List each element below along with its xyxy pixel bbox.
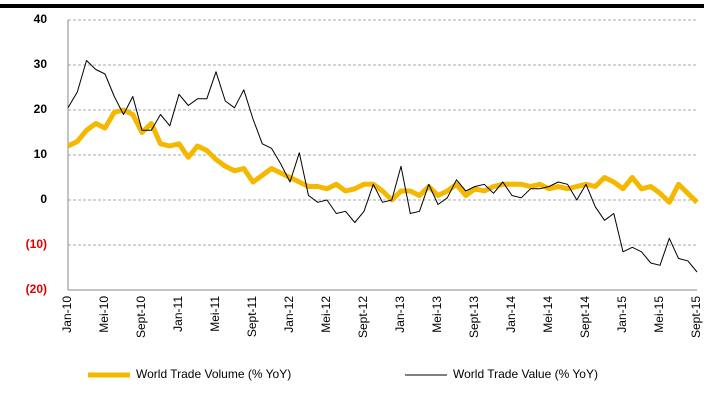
x-tick-label: Mei-12 — [319, 296, 333, 333]
legend-label: World Trade Volume (% YoY) — [136, 367, 291, 381]
legend: World Trade Volume (% YoY) World Trade Va… — [88, 367, 598, 381]
top-rule — [0, 4, 704, 8]
x-tick-label: Jan-12 — [282, 296, 296, 333]
series-line — [67, 60, 698, 273]
series-line — [66, 107, 699, 205]
y-tick-label: 40 — [34, 12, 48, 26]
x-tick-label: Mei-10 — [97, 296, 111, 333]
x-tick-label: Jan-14 — [504, 296, 518, 333]
x-tick-label: Jan-10 — [60, 296, 74, 333]
y-tick-label: (10) — [26, 237, 47, 251]
x-tick-label: Sept-10 — [134, 296, 148, 338]
x-tick-label: Sept-12 — [356, 296, 370, 338]
x-tick-label: Mei-14 — [541, 296, 555, 333]
y-tick-label: 30 — [34, 57, 48, 71]
y-tick-label: (20) — [26, 282, 47, 296]
x-tick-label: Sept-14 — [578, 296, 592, 338]
x-tick-label: Sept-11 — [245, 296, 259, 337]
y-tick-label: 20 — [34, 102, 48, 116]
x-tick-label: Jan-11 — [171, 296, 185, 332]
x-tick-label: Mei-11 — [208, 296, 222, 332]
y-tick-label: 10 — [34, 147, 48, 161]
x-tick-label: Jan-15 — [615, 296, 629, 333]
x-tick-label: Jan-13 — [393, 296, 407, 333]
y-tick-label: 0 — [40, 192, 47, 206]
x-tick-label: Mei-13 — [430, 296, 444, 333]
x-tick-label: Sept-13 — [467, 296, 481, 338]
x-tick-label: Mei-15 — [652, 296, 666, 333]
x-tick-label: Sept-15 — [689, 296, 703, 338]
legend-label: World Trade Value (% YoY) — [453, 367, 598, 381]
